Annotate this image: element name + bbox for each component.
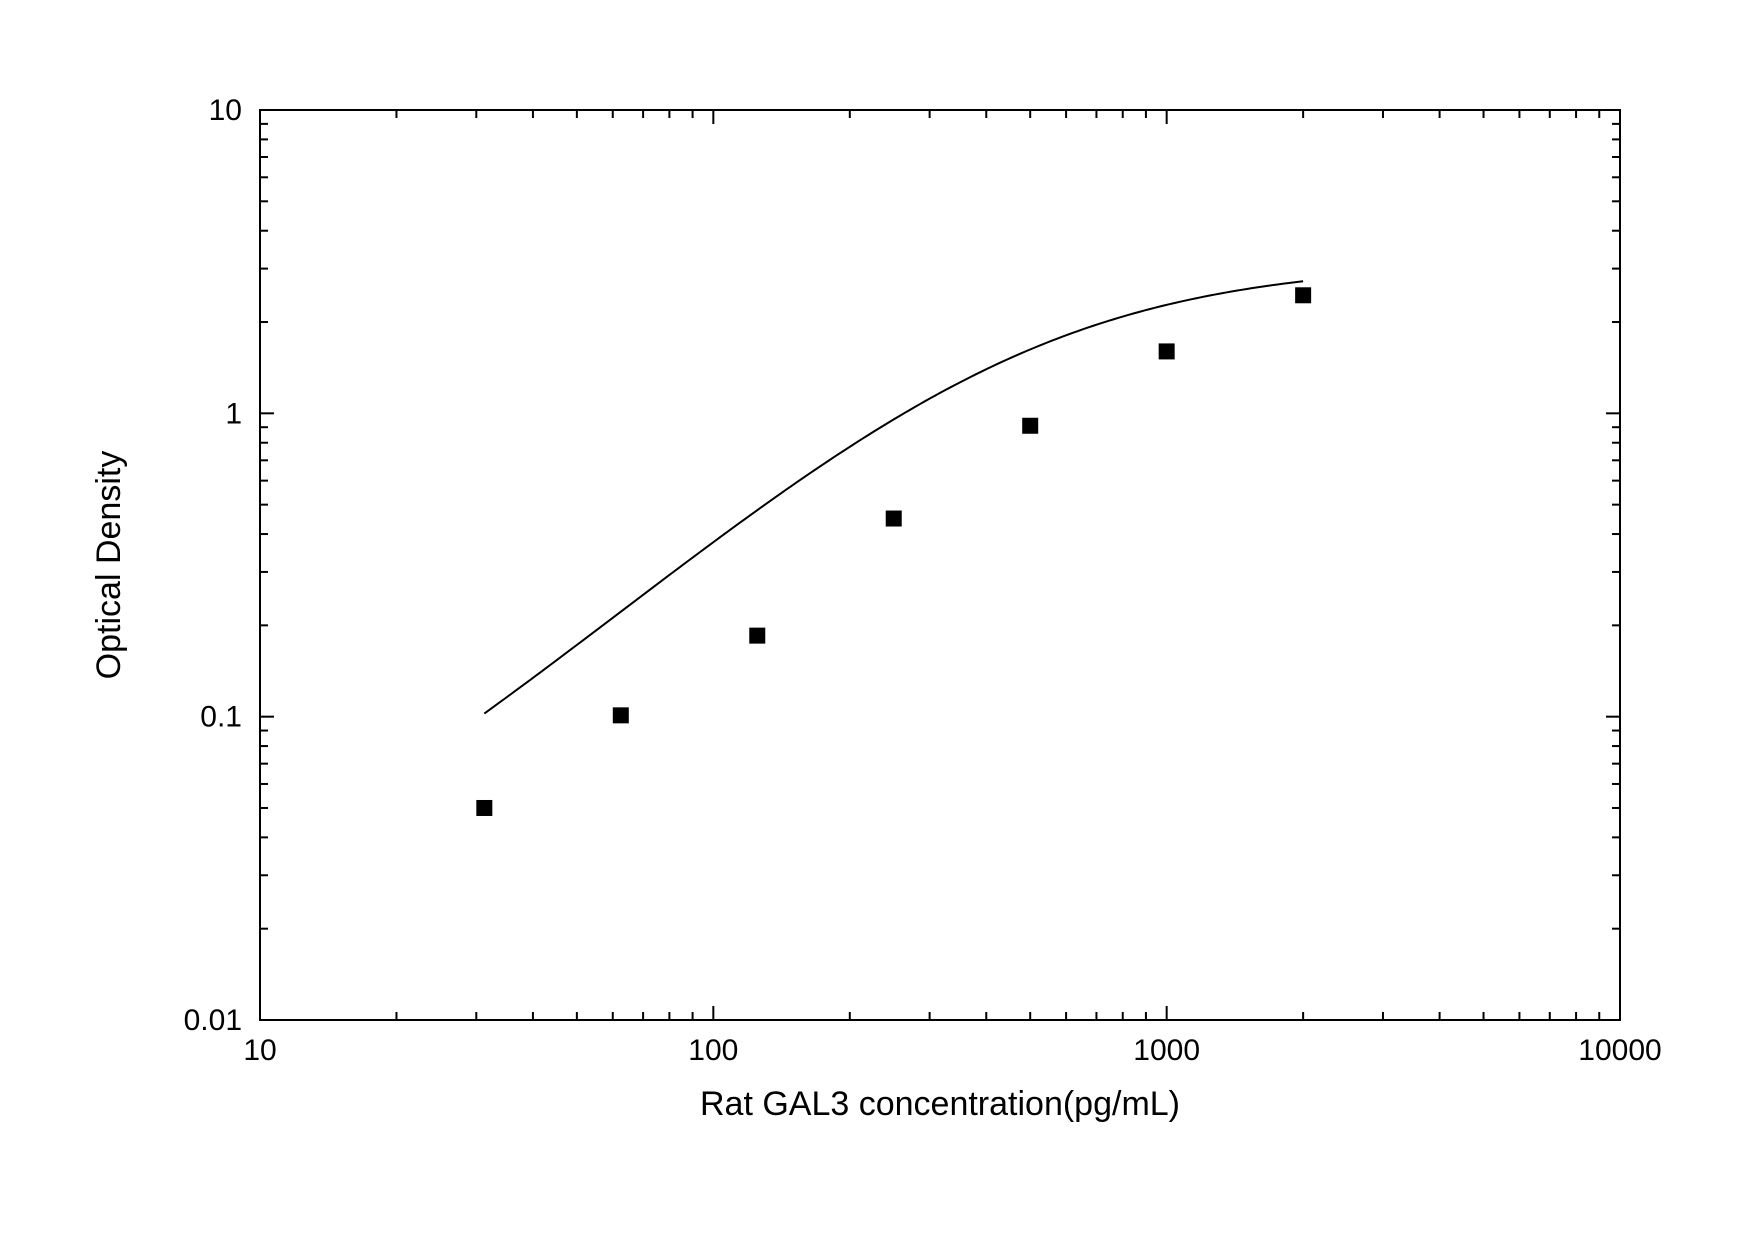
data-marker bbox=[1022, 418, 1038, 434]
y-tick-label: 1 bbox=[225, 397, 242, 430]
y-axis-label: Optical Density bbox=[90, 451, 128, 680]
x-axis-label: Rat GAL3 concentration(pg/mL) bbox=[700, 1085, 1180, 1123]
data-marker bbox=[613, 707, 629, 723]
y-tick-label: 10 bbox=[209, 94, 242, 127]
data-marker bbox=[886, 511, 902, 527]
data-marker bbox=[1159, 343, 1175, 359]
data-marker bbox=[476, 800, 492, 816]
y-tick-label: 0.1 bbox=[200, 701, 242, 734]
data-marker bbox=[749, 628, 765, 644]
chart-svg: 10 100 1000 10000 0.01 0.1 1 10 Rat GAL3 concent… bbox=[0, 0, 1755, 1240]
chart-container: 10 100 1000 10000 0.01 0.1 1 10 Rat GAL3 concent… bbox=[0, 0, 1755, 1240]
x-tick-label: 10000 bbox=[1578, 1034, 1661, 1067]
data-marker bbox=[1295, 287, 1311, 303]
x-tick-label: 10 bbox=[243, 1034, 276, 1067]
y-tick-label: 0.01 bbox=[184, 1004, 242, 1037]
x-tick-label: 1000 bbox=[1133, 1034, 1200, 1067]
x-tick-label: 100 bbox=[688, 1034, 738, 1067]
